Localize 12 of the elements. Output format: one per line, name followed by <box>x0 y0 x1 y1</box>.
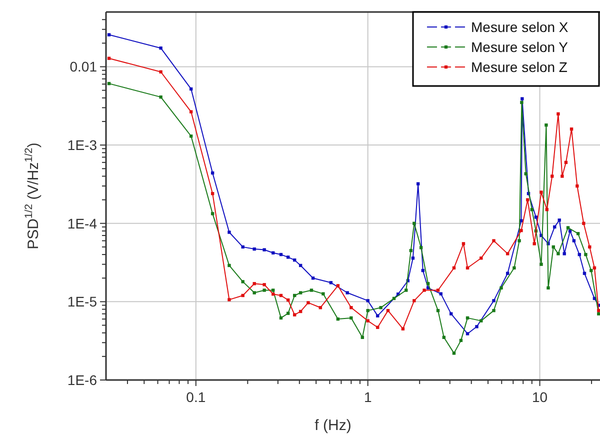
y-tick-label: 0.01 <box>70 58 98 75</box>
legend-label: Mesure selon Y <box>471 39 569 55</box>
y-tick-label: 1E-3 <box>67 137 98 154</box>
x-tick-label: 10 <box>532 389 548 405</box>
legend-label: Mesure selon Z <box>471 59 568 75</box>
x-tick-label: 1 <box>364 389 372 405</box>
y-tick-label: 1E-5 <box>67 294 98 310</box>
legend-label: Mesure selon X <box>471 19 569 35</box>
x-axis-title: f (Hz) <box>314 417 352 434</box>
y-tick-label: 1E-4 <box>67 215 98 232</box>
x-tick-label: 0.1 <box>186 389 206 405</box>
y-tick-label: 1E-6 <box>67 372 98 388</box>
